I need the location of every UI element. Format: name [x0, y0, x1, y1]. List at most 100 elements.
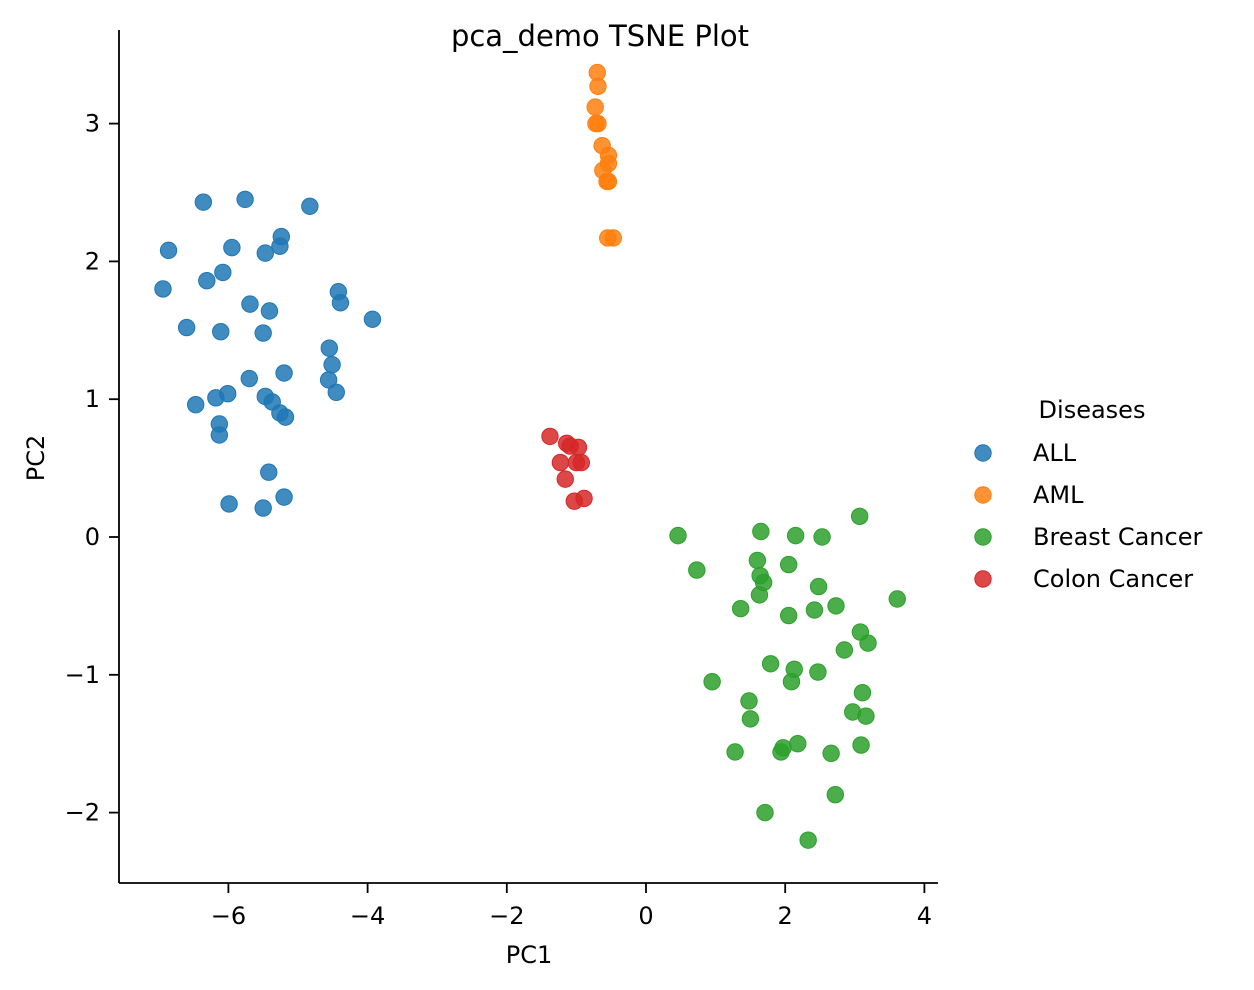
- data-point: [207, 389, 225, 407]
- data-point: [589, 114, 607, 133]
- data-point: [589, 77, 607, 96]
- x-tick-label: 0: [638, 902, 653, 930]
- data-point: [275, 488, 293, 506]
- legend-marker: [974, 486, 992, 504]
- data-point: [752, 522, 770, 541]
- data-point: [599, 172, 618, 191]
- y-tick-label: 1: [85, 385, 100, 413]
- x-tick-label: −2: [489, 902, 524, 930]
- data-point: [323, 356, 341, 374]
- data-point: [212, 322, 230, 341]
- legend-title: Diseases: [1039, 396, 1146, 424]
- data-point: [750, 586, 769, 604]
- data-point: [786, 526, 805, 545]
- data-point: [726, 743, 744, 761]
- legend-label: Colon Cancer: [1033, 565, 1193, 593]
- data-point: [154, 280, 172, 298]
- data-point: [748, 551, 767, 570]
- data-point: [276, 408, 295, 426]
- data-point: [826, 785, 845, 804]
- x-tick-label: −4: [350, 902, 385, 930]
- data-point: [857, 707, 875, 725]
- data-point: [275, 364, 293, 382]
- data-point: [271, 237, 289, 255]
- data-point: [363, 310, 382, 328]
- legend-label: AML: [1033, 481, 1084, 509]
- data-point: [853, 684, 872, 702]
- series-breast-cancer: [669, 507, 906, 849]
- data-point: [779, 606, 798, 625]
- data-point: [772, 743, 790, 761]
- data-point: [756, 803, 774, 822]
- data-point: [327, 383, 345, 402]
- legend-label: ALL: [1033, 439, 1077, 467]
- data-point: [669, 526, 687, 545]
- data-point: [827, 597, 845, 615]
- data-point: [799, 831, 817, 849]
- y-axis-label: PC2: [22, 435, 50, 482]
- data-point: [565, 492, 584, 510]
- data-point: [220, 495, 238, 513]
- data-point: [789, 735, 807, 753]
- series-aml: [586, 63, 622, 247]
- data-point: [198, 271, 216, 290]
- data-point: [256, 244, 274, 262]
- data-point: [604, 229, 622, 247]
- data-point: [301, 197, 319, 215]
- y-tick-label: 3: [85, 110, 100, 138]
- data-point: [177, 318, 196, 337]
- data-point: [331, 294, 350, 312]
- data-point: [782, 672, 801, 691]
- x-tick-label: −6: [211, 902, 246, 930]
- data-point: [260, 302, 279, 320]
- data-point: [254, 324, 272, 342]
- data-point: [194, 193, 213, 211]
- x-axis-label: PC1: [506, 941, 553, 969]
- data-point: [240, 369, 258, 388]
- data-point: [159, 241, 178, 260]
- data-point: [214, 263, 232, 282]
- x-tick-label: 2: [778, 902, 793, 930]
- data-point: [850, 507, 869, 526]
- data-point: [223, 238, 241, 257]
- data-point: [703, 672, 721, 691]
- data-point: [556, 470, 574, 488]
- data-point: [320, 339, 339, 357]
- legend-label: Breast Cancer: [1033, 523, 1202, 551]
- legend-marker: [974, 444, 992, 462]
- series-all: [154, 190, 382, 517]
- y-tick-label: 2: [85, 247, 100, 275]
- data-point: [731, 599, 750, 618]
- data-point: [779, 555, 798, 574]
- data-point: [835, 641, 854, 659]
- chart-title: pca_demo TSNE Plot: [451, 19, 749, 53]
- data-point: [761, 655, 780, 673]
- data-point: [551, 453, 570, 472]
- data-point: [541, 427, 559, 446]
- data-point: [888, 590, 906, 608]
- series-colon-cancer: [541, 427, 593, 510]
- data-point: [569, 438, 588, 457]
- data-point: [740, 692, 758, 710]
- legend-marker: [974, 570, 992, 588]
- x-tick-label: 4: [917, 902, 932, 930]
- data-point: [186, 396, 205, 414]
- data-point: [688, 561, 706, 579]
- data-point: [805, 601, 824, 619]
- y-tick-label: 0: [85, 523, 100, 551]
- data-point: [210, 426, 229, 444]
- data-point: [852, 736, 870, 754]
- legend-marker: [974, 528, 992, 546]
- data-point: [859, 634, 877, 652]
- legend: Diseases ALL AML Breast Cancer Colon Cancer: [974, 396, 1202, 593]
- data-point: [572, 453, 590, 472]
- data-point: [254, 499, 272, 517]
- data-point: [813, 528, 831, 546]
- data-point: [586, 98, 604, 116]
- data-point: [822, 744, 840, 763]
- data-point: [741, 710, 760, 728]
- y-tick-label: −1: [65, 661, 100, 689]
- data-point: [319, 371, 338, 389]
- x-axis-ticks: −6 −4 −2 0 2 4: [211, 883, 932, 930]
